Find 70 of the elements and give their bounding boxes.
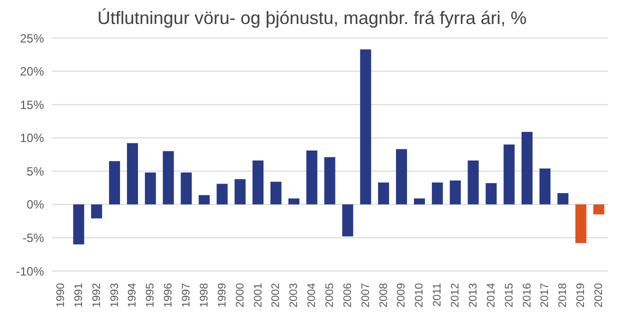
- bar: [180, 172, 192, 204]
- x-tick-label: 2018: [557, 283, 570, 308]
- bar: [288, 198, 300, 204]
- bar: [575, 204, 586, 244]
- bar: [216, 184, 228, 204]
- bar: [504, 144, 515, 204]
- bar: [162, 151, 174, 204]
- bar: [73, 204, 84, 244]
- bar: [396, 149, 408, 204]
- bar: [378, 182, 390, 204]
- x-tick-label: 2020: [593, 283, 606, 308]
- x-tick-label: 1993: [108, 283, 121, 308]
- x-tick-label: 1995: [144, 283, 157, 308]
- y-tick-label: 25%: [20, 31, 44, 46]
- bar: [522, 132, 533, 204]
- bar: [593, 204, 604, 214]
- x-tick-label: 2010: [414, 283, 426, 308]
- x-tick-label: 1996: [162, 283, 175, 308]
- bar: [91, 204, 102, 218]
- x-tick-label: 2016: [521, 283, 534, 308]
- x-tick-label: 2009: [396, 283, 408, 308]
- x-tick-label: 2003: [288, 283, 300, 308]
- y-tick-label: 10%: [20, 131, 44, 146]
- bar: [342, 204, 354, 236]
- y-tick-label: -5%: [22, 230, 44, 245]
- y-tick-label: 20%: [20, 64, 44, 79]
- x-tick-label: 2004: [306, 283, 318, 308]
- bar: [109, 161, 120, 204]
- chart-title: Útflutningur vöru- og þjónustu, magnbr. frá fyrra ári, %: [96, 8, 528, 30]
- x-tick-label: 2007: [360, 283, 372, 308]
- bar: [306, 150, 318, 204]
- bar: [324, 157, 336, 204]
- x-tick-label: 2017: [539, 283, 552, 308]
- x-tick-label: 2014: [485, 283, 498, 308]
- x-tick-label: 2015: [503, 283, 516, 308]
- bar: [252, 160, 264, 204]
- x-tick-label: 2005: [324, 283, 336, 308]
- x-tick-label: 1990: [54, 283, 67, 308]
- bar: [198, 195, 210, 204]
- bar: [360, 49, 372, 204]
- x-tick-label: 2002: [270, 283, 282, 308]
- x-tick-label: 1994: [126, 283, 139, 308]
- bar: [539, 168, 550, 204]
- y-tick-label: 5%: [26, 164, 44, 178]
- x-tick-label: 2013: [467, 283, 480, 308]
- y-tick-label: 0%: [26, 198, 44, 212]
- bar: [414, 198, 425, 204]
- x-tick-label: 2008: [378, 283, 390, 308]
- x-tick-label: 2001: [252, 283, 264, 308]
- x-tick-label: 2000: [234, 283, 246, 308]
- x-tick-label: 1999: [216, 283, 228, 308]
- bar: [557, 193, 568, 204]
- x-tick-label: 2011: [432, 283, 444, 307]
- x-tick-label: 2012: [450, 283, 462, 308]
- y-tick-label: -10%: [16, 264, 44, 278]
- x-tick-label: 1998: [198, 283, 210, 308]
- y-tick-label: 15%: [20, 98, 44, 112]
- x-tick-label: 2019: [575, 283, 588, 308]
- bar: [144, 172, 156, 204]
- x-tick-label: 2006: [342, 283, 354, 308]
- bar: [270, 182, 282, 204]
- bar: [468, 160, 479, 204]
- bar: [486, 183, 497, 204]
- bar: [126, 143, 138, 204]
- x-tick-label: 1991: [72, 283, 85, 308]
- bar: [450, 180, 461, 204]
- bar: [432, 182, 443, 204]
- bar: [234, 179, 246, 204]
- x-tick-label: 1992: [90, 283, 103, 308]
- x-tick-label: 1997: [180, 283, 193, 308]
